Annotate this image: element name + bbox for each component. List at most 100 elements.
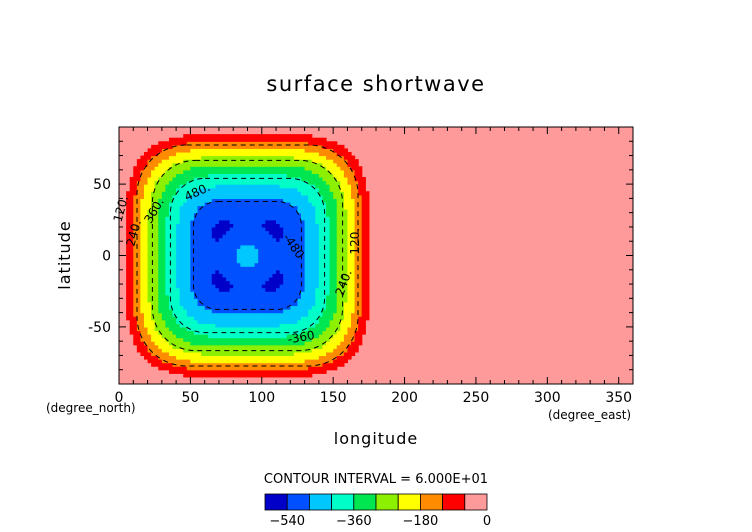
field-cell — [129, 323, 134, 328]
field-cell — [222, 291, 227, 296]
field-cell — [154, 251, 159, 257]
field-cell — [161, 230, 166, 235]
field-cell — [229, 219, 234, 224]
field-cell — [358, 219, 363, 224]
field-cell — [254, 326, 259, 332]
field-cell — [222, 373, 227, 378]
field-cell — [183, 294, 188, 299]
field-cell — [190, 355, 195, 360]
field-cell — [265, 251, 270, 257]
field-cell — [283, 176, 288, 182]
field-cell — [215, 173, 220, 178]
field-cell — [297, 226, 302, 232]
field-cell — [290, 348, 295, 353]
field-cell — [204, 159, 209, 164]
field-cell — [229, 262, 234, 267]
field-cell — [168, 348, 174, 353]
field-cell — [329, 316, 334, 321]
field-cell — [197, 344, 202, 349]
field-cell — [172, 269, 177, 274]
field-cell — [201, 134, 206, 139]
field-cell — [322, 141, 327, 146]
field-cell — [354, 198, 359, 203]
field-cell — [283, 337, 288, 342]
field-cell — [136, 262, 142, 267]
colorbar-swatch — [375, 493, 399, 511]
field-cell — [297, 355, 302, 360]
field-cell — [290, 144, 295, 150]
field-cell — [343, 259, 349, 264]
field-cell — [286, 366, 291, 371]
field-cell — [218, 219, 224, 224]
field-cell — [147, 244, 152, 249]
field-cell — [254, 309, 259, 314]
field-cell — [147, 330, 152, 335]
field-cell — [254, 284, 259, 289]
field-cell — [172, 284, 177, 289]
field-cell — [229, 316, 234, 321]
field-cell — [247, 141, 252, 146]
field-cell — [351, 180, 356, 185]
field-cell — [172, 237, 177, 242]
field-cell — [343, 212, 349, 217]
field-cell — [268, 366, 274, 371]
field-cell — [354, 237, 359, 242]
field-cell — [151, 355, 156, 360]
field-cell — [147, 212, 152, 217]
field-cell — [226, 184, 231, 189]
field-cell — [279, 301, 284, 307]
field-cell — [276, 173, 281, 178]
field-cell — [318, 241, 324, 246]
field-cell — [240, 298, 245, 303]
field-cell — [190, 326, 195, 332]
field-cell — [340, 280, 345, 285]
contour-lines — [136, 144, 359, 367]
field-cell — [176, 266, 181, 271]
field-cell — [336, 251, 341, 257]
field-cell — [272, 312, 277, 317]
field-cell — [165, 194, 170, 199]
field-cell — [158, 148, 163, 153]
field-cell — [318, 209, 324, 214]
field-cell — [261, 373, 266, 378]
field-cell — [243, 294, 249, 299]
field-cell — [279, 151, 284, 157]
field-cell — [315, 319, 320, 324]
field-cell — [183, 284, 188, 289]
field-cell — [136, 212, 142, 217]
field-cell — [190, 291, 195, 296]
field-cell — [336, 151, 341, 157]
field-cell — [133, 180, 138, 185]
field-cell — [236, 205, 241, 210]
field-cell — [247, 151, 252, 157]
field-cell — [143, 176, 149, 182]
field-cell — [311, 194, 316, 199]
field-cell — [193, 351, 199, 357]
field-cell — [208, 237, 213, 242]
field-cell — [347, 237, 352, 242]
field-cell — [268, 355, 274, 360]
field-cell — [204, 180, 209, 185]
field-cell — [286, 191, 291, 196]
field-cell — [183, 269, 188, 274]
field-cell — [172, 351, 177, 357]
field-cell — [247, 291, 252, 296]
field-cell — [297, 209, 302, 214]
field-cell — [286, 287, 291, 292]
field-cell — [208, 201, 213, 207]
field-cell — [211, 362, 216, 367]
field-cell — [136, 273, 142, 278]
field-cell — [158, 212, 163, 217]
field-cell — [129, 301, 134, 307]
field-cell — [361, 259, 366, 264]
field-cell — [322, 191, 327, 196]
field-cell — [304, 262, 309, 267]
field-cell — [176, 201, 181, 207]
field-cell — [351, 244, 356, 249]
field-cell — [229, 223, 234, 228]
field-cell — [354, 162, 359, 167]
field-cell — [136, 176, 142, 182]
field-cell — [151, 151, 156, 157]
field-cell — [147, 219, 152, 224]
field-cell — [272, 344, 277, 349]
